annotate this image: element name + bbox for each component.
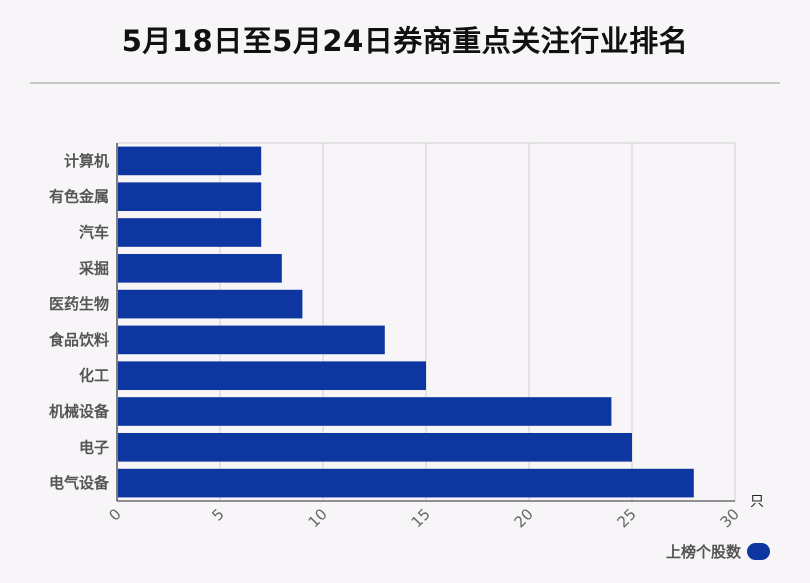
x-tick-label: 30: [717, 505, 743, 531]
x-tick-label: 20: [511, 505, 537, 531]
bar[interactable]: [118, 182, 262, 212]
axis-unit-label: 只: [750, 494, 764, 510]
bar[interactable]: [118, 361, 426, 391]
x-tick-label: 0: [105, 505, 124, 524]
y-category-label: 采掘: [78, 259, 109, 277]
y-category-label: 化工: [79, 367, 109, 385]
bar[interactable]: [118, 325, 385, 355]
x-tick-label: 10: [305, 505, 331, 531]
legend[interactable]: 上榜个股数: [666, 541, 770, 562]
x-tick-label: 5: [208, 505, 227, 524]
x-tick-label: 25: [614, 505, 640, 531]
bar[interactable]: [118, 468, 694, 498]
legend-swatch-icon: [747, 543, 770, 560]
x-tick-label: 15: [408, 505, 434, 531]
legend-label: 上榜个股数: [665, 543, 741, 561]
y-category-label: 医药生物: [49, 295, 109, 313]
y-category-label: 机械设备: [49, 403, 110, 421]
bar[interactable]: [118, 218, 262, 247]
bar[interactable]: [118, 432, 632, 462]
chart-title: 5月18日至5月24日券商重点关注行业排名: [121, 24, 689, 58]
y-category-label: 计算机: [64, 152, 109, 170]
y-category-label: 汽车: [79, 224, 109, 242]
bar[interactable]: [118, 289, 303, 319]
y-category-label: 食品饮料: [49, 331, 109, 349]
y-category-label: 电子: [79, 438, 109, 456]
y-category-label: 电气设备: [49, 474, 110, 492]
bar[interactable]: [118, 146, 262, 176]
y-category-label: 有色金属: [49, 188, 109, 206]
bar[interactable]: [118, 397, 612, 426]
bar[interactable]: [118, 253, 282, 283]
title-divider: [30, 82, 780, 84]
